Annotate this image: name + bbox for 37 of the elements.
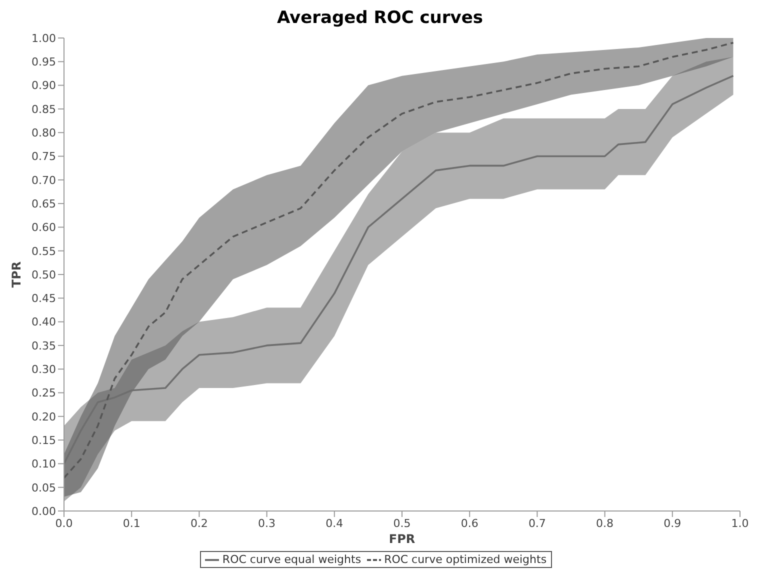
x-tick-label: 0.6 <box>460 516 478 530</box>
legend-label: ROC curve optimized weights <box>383 553 547 566</box>
chart-title: Averaged ROC curves <box>276 8 484 28</box>
x-tick-label: 0.9 <box>664 516 682 530</box>
y-tick-label: 0.70 <box>32 174 56 187</box>
x-tick-label: 0.2 <box>190 516 208 530</box>
y-tick-label: 0.30 <box>32 363 56 376</box>
y-tick-label: 0.90 <box>32 79 56 92</box>
x-tick-label: 0.3 <box>258 516 276 530</box>
x-tick-label: 0.8 <box>596 516 614 530</box>
y-tick-label: 0.45 <box>32 292 56 306</box>
y-tick-label: 0.20 <box>32 410 56 424</box>
y-tick-label: 0.50 <box>32 268 56 282</box>
y-tick-label: 0.60 <box>32 221 56 234</box>
y-tick-label: 0.00 <box>32 504 56 518</box>
x-tick-label: 0.4 <box>326 516 344 530</box>
y-tick-label: 0.40 <box>32 316 56 329</box>
y-tick-label: 0.75 <box>32 150 56 164</box>
y-tick-label: 0.80 <box>32 126 56 140</box>
x-tick-label: 0.5 <box>393 516 411 530</box>
x-axis-title: FPR <box>388 532 416 546</box>
y-tick-label: 0.15 <box>32 434 56 447</box>
y-tick-label: 0.25 <box>32 386 56 400</box>
y-tick-label: 0.55 <box>32 244 56 258</box>
y-tick-label: 0.10 <box>32 458 56 471</box>
y-tick-label: 1.00 <box>32 32 56 45</box>
x-tick-label: 0.7 <box>528 516 546 530</box>
y-tick-label: 0.05 <box>32 481 56 494</box>
x-tick-label: 0.1 <box>122 516 140 530</box>
y-tick-label: 0.85 <box>32 102 56 116</box>
y-tick-label: 0.65 <box>32 197 56 210</box>
y-tick-label: 0.95 <box>32 56 56 69</box>
y-tick-label: 0.35 <box>32 339 56 352</box>
x-tick-label: 0.0 <box>55 516 73 530</box>
y-axis-title: TPR <box>9 261 24 288</box>
legend-label: ROC curve equal weights <box>221 553 362 566</box>
x-tick-label: 1.0 <box>731 516 749 530</box>
